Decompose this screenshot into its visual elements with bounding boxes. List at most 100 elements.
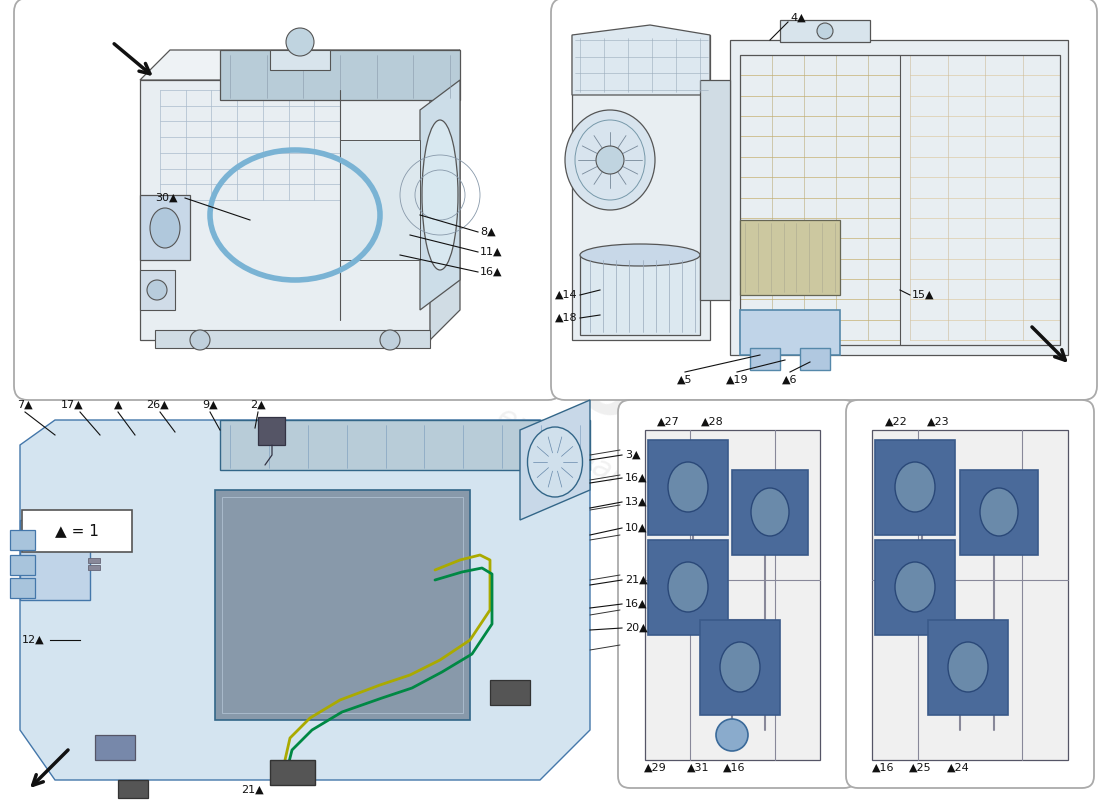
Polygon shape	[800, 348, 830, 370]
Circle shape	[596, 146, 624, 174]
Polygon shape	[874, 540, 955, 635]
Text: 21▲: 21▲	[241, 785, 263, 795]
Text: ▲29: ▲29	[644, 763, 667, 773]
Polygon shape	[220, 420, 590, 470]
Text: ▲16: ▲16	[723, 763, 746, 773]
Polygon shape	[88, 565, 100, 570]
Polygon shape	[95, 735, 135, 760]
Text: 3▲: 3▲	[625, 450, 640, 460]
Polygon shape	[732, 470, 808, 555]
Polygon shape	[874, 440, 955, 535]
Polygon shape	[140, 270, 175, 310]
Polygon shape	[740, 310, 840, 355]
Polygon shape	[140, 195, 190, 260]
Text: 16▲: 16▲	[625, 599, 648, 609]
Text: ▲28: ▲28	[701, 417, 724, 427]
Text: ▲25: ▲25	[909, 763, 932, 773]
Polygon shape	[420, 80, 460, 310]
Polygon shape	[140, 80, 430, 340]
Polygon shape	[258, 417, 285, 445]
Ellipse shape	[580, 244, 700, 266]
Text: 4▲: 4▲	[790, 13, 805, 23]
Polygon shape	[140, 50, 460, 80]
Text: ▲24: ▲24	[947, 763, 969, 773]
Text: 20▲: 20▲	[625, 623, 648, 633]
Circle shape	[379, 330, 400, 350]
Text: ▲27: ▲27	[657, 417, 680, 427]
FancyBboxPatch shape	[551, 0, 1097, 400]
Text: 11▲: 11▲	[480, 247, 503, 257]
Circle shape	[190, 330, 210, 350]
Polygon shape	[20, 420, 590, 780]
Text: ▲23: ▲23	[926, 417, 949, 427]
Text: ▲14: ▲14	[556, 290, 578, 300]
Polygon shape	[220, 50, 460, 100]
Polygon shape	[490, 680, 530, 705]
Polygon shape	[10, 578, 35, 598]
Polygon shape	[740, 220, 840, 295]
Ellipse shape	[895, 462, 935, 512]
Text: 10▲: 10▲	[625, 523, 648, 533]
Text: 2▲: 2▲	[250, 400, 266, 410]
Polygon shape	[520, 400, 590, 520]
Text: ▲: ▲	[113, 400, 122, 410]
Polygon shape	[88, 558, 100, 563]
Text: ▲16: ▲16	[871, 763, 894, 773]
Bar	[740, 55, 1060, 345]
Polygon shape	[928, 620, 1008, 715]
Polygon shape	[580, 255, 700, 335]
Polygon shape	[730, 40, 1068, 355]
Text: 26▲: 26▲	[145, 400, 168, 410]
Text: 9▲: 9▲	[202, 400, 218, 410]
Ellipse shape	[150, 208, 180, 248]
Text: 17▲: 17▲	[60, 400, 84, 410]
Polygon shape	[214, 490, 470, 720]
Polygon shape	[648, 540, 728, 635]
Text: 7▲: 7▲	[18, 400, 33, 410]
Ellipse shape	[980, 488, 1018, 536]
Polygon shape	[430, 50, 460, 340]
Text: 15▲: 15▲	[912, 290, 935, 300]
Polygon shape	[572, 35, 710, 340]
Polygon shape	[700, 80, 730, 300]
Text: eurospares: eurospares	[428, 270, 932, 590]
Text: ▲31: ▲31	[686, 763, 710, 773]
Polygon shape	[118, 780, 148, 798]
Polygon shape	[750, 348, 780, 370]
Ellipse shape	[565, 110, 654, 210]
Text: 30▲: 30▲	[155, 193, 177, 203]
Polygon shape	[780, 20, 870, 42]
Polygon shape	[270, 50, 330, 70]
Text: 8▲: 8▲	[480, 227, 496, 237]
Ellipse shape	[668, 462, 708, 512]
Ellipse shape	[751, 488, 789, 536]
Text: 21▲: 21▲	[625, 575, 648, 585]
Polygon shape	[648, 440, 728, 535]
Text: ▲22: ▲22	[884, 417, 908, 427]
Text: 13▲: 13▲	[625, 497, 648, 507]
Polygon shape	[10, 530, 35, 550]
Circle shape	[716, 719, 748, 751]
Ellipse shape	[528, 427, 583, 497]
Polygon shape	[340, 140, 420, 260]
Polygon shape	[645, 430, 820, 760]
Text: 16▲: 16▲	[625, 473, 648, 483]
Bar	[22, 510, 132, 552]
Polygon shape	[155, 330, 430, 348]
Text: ▲5: ▲5	[678, 375, 693, 385]
Text: european parts since 1984: european parts since 1984	[492, 401, 868, 619]
Text: 16▲: 16▲	[480, 267, 503, 277]
Ellipse shape	[422, 120, 458, 270]
Polygon shape	[572, 25, 710, 95]
Text: ▲6: ▲6	[782, 375, 797, 385]
Polygon shape	[20, 520, 90, 600]
Text: ▲ = 1: ▲ = 1	[55, 523, 99, 538]
Circle shape	[286, 28, 313, 56]
Ellipse shape	[948, 642, 988, 692]
Circle shape	[817, 23, 833, 39]
Circle shape	[147, 280, 167, 300]
FancyBboxPatch shape	[846, 400, 1094, 788]
Polygon shape	[270, 760, 315, 785]
Text: ▲18: ▲18	[556, 313, 578, 323]
Text: 12▲: 12▲	[22, 635, 45, 645]
